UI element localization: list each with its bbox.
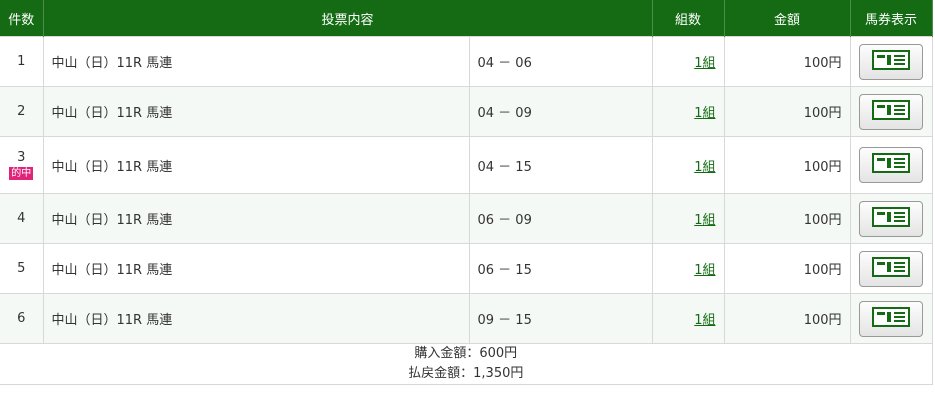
ticket-view-button[interactable] xyxy=(859,300,924,337)
ticket-icon xyxy=(872,49,911,74)
header-content: 投票内容 xyxy=(43,0,653,37)
hit-badge: 的中 xyxy=(9,167,34,180)
ticket-icon xyxy=(872,99,911,124)
ticket-view-button[interactable] xyxy=(859,250,924,287)
row-number-text: 5 xyxy=(17,261,26,276)
race-cell: 中山（日）11R 馬連 xyxy=(43,86,470,137)
pick-cell: 06 － 09 xyxy=(469,193,653,244)
row-number-text: 4 xyxy=(17,211,26,226)
row-number: 2 xyxy=(0,86,44,137)
totals: 購入金額：600円 払戻金額：1,350円 xyxy=(0,343,933,385)
ticket-icon xyxy=(872,306,911,331)
row-number-text: 2 xyxy=(17,104,26,119)
table-row: 1 中山（日）11R 馬連 04 － 06 1組 100円 xyxy=(0,36,933,87)
header-combos: 組数 xyxy=(652,0,725,37)
combos-link[interactable]: 1組 xyxy=(694,106,716,121)
pick-cell: 09 － 15 xyxy=(469,293,653,344)
row-number-text: 1 xyxy=(17,54,26,69)
row-number: 1 xyxy=(0,36,44,87)
combos-link[interactable]: 1組 xyxy=(694,56,716,71)
amount-cell: 100円 xyxy=(724,136,851,194)
row-number-text: 6 xyxy=(17,311,26,326)
header-count: 件数 xyxy=(0,0,44,37)
table-row: 2 中山（日）11R 馬連 04 － 09 1組 100円 xyxy=(0,86,933,137)
amount-cell: 100円 xyxy=(724,36,851,87)
table-header: 件数 投票内容 組数 金額 馬券表示 xyxy=(0,0,933,37)
race-cell: 中山（日）11R 馬連 xyxy=(43,193,470,244)
amount-cell: 100円 xyxy=(724,243,851,294)
amount-cell: 100円 xyxy=(724,86,851,137)
pick-cell: 04 － 06 xyxy=(469,36,653,87)
pick-cell: 06 － 15 xyxy=(469,243,653,294)
table-row: 3 的中 中山（日）11R 馬連 04 － 15 1組 100円 xyxy=(0,136,933,194)
header-amount: 金額 xyxy=(724,0,851,37)
row-number: 6 xyxy=(0,293,44,344)
header-ticket: 馬券表示 xyxy=(850,0,933,37)
row-number: 3 的中 xyxy=(0,136,44,194)
ticket-view-button[interactable] xyxy=(859,147,924,183)
ticket-icon xyxy=(872,256,911,281)
bet-table: 件数 投票内容 組数 金額 馬券表示 1 中山（日）11R 馬連 04 － 06… xyxy=(0,0,933,385)
pick-cell: 04 － 09 xyxy=(469,86,653,137)
ticket-icon xyxy=(872,153,911,177)
row-number: 4 xyxy=(0,193,44,244)
race-cell: 中山（日）11R 馬連 xyxy=(43,293,470,344)
race-cell: 中山（日）11R 馬連 xyxy=(43,136,470,194)
combos-link[interactable]: 1組 xyxy=(694,213,716,228)
payout-total: 払戻金額：1,350円 xyxy=(408,366,524,381)
ticket-icon xyxy=(872,206,911,231)
combos-link[interactable]: 1組 xyxy=(694,263,716,278)
ticket-view-button[interactable] xyxy=(859,43,924,80)
pick-cell: 04 － 15 xyxy=(469,136,653,194)
table-row: 5 中山（日）11R 馬連 06 － 15 1組 100円 xyxy=(0,243,933,294)
ticket-view-button[interactable] xyxy=(859,93,924,130)
race-cell: 中山（日）11R 馬連 xyxy=(43,243,470,294)
amount-cell: 100円 xyxy=(724,293,851,344)
purchase-total: 購入金額：600円 xyxy=(414,346,518,361)
table-row: 6 中山（日）11R 馬連 09 － 15 1組 100円 xyxy=(0,293,933,344)
row-number-text: 3 xyxy=(17,150,26,165)
combos-link[interactable]: 1組 xyxy=(694,159,716,175)
ticket-view-button[interactable] xyxy=(859,200,924,237)
table-row: 4 中山（日）11R 馬連 06 － 09 1組 100円 xyxy=(0,193,933,244)
combos-link[interactable]: 1組 xyxy=(694,313,716,328)
amount-cell: 100円 xyxy=(724,193,851,244)
race-cell: 中山（日）11R 馬連 xyxy=(43,36,470,87)
row-number: 5 xyxy=(0,243,44,294)
